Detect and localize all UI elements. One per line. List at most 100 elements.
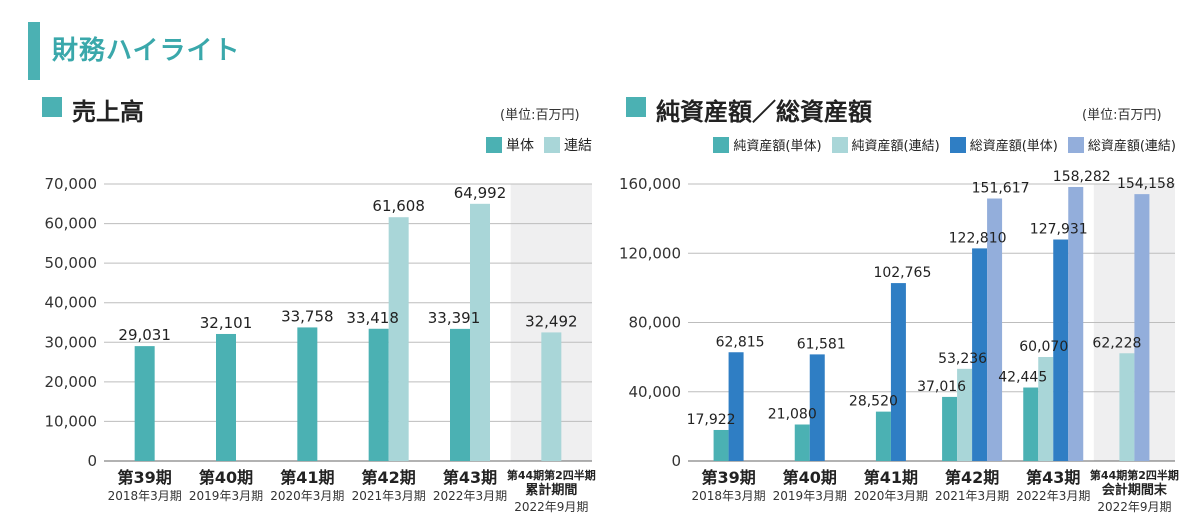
legend-item: 純資産額(連結) [831, 135, 940, 154]
data-label: 102,765 [873, 265, 931, 281]
category-sublabel: 2019年3月期 [773, 489, 847, 503]
legend-item: 総資産額(連結) [1067, 135, 1176, 154]
data-label: 21,080 [768, 407, 817, 423]
bar [1023, 387, 1039, 461]
category-sublabel: 2018年3月期 [691, 489, 765, 503]
legend-label: 連結 [564, 138, 592, 154]
y-tick-label: 10,000 [45, 412, 98, 430]
y-tick-label: 0 [87, 452, 97, 470]
y-tick-label: 50,000 [45, 254, 98, 272]
header-accent-bar [28, 22, 40, 80]
bar [809, 354, 825, 461]
category-sublabel: 2022年3月期 [433, 489, 507, 503]
data-label: 62,228 [1092, 335, 1141, 351]
legend-label: 純資産額(単体) [733, 139, 822, 154]
legend-swatch [544, 137, 560, 153]
data-label: 60,070 [1019, 339, 1068, 355]
bar [388, 217, 409, 461]
bar [942, 396, 958, 461]
data-label: 42,445 [998, 370, 1047, 386]
data-label: 127,931 [1030, 222, 1088, 238]
bar [890, 283, 906, 461]
y-tick-label: 0 [671, 452, 681, 470]
y-tick-label: 120,000 [619, 244, 681, 262]
assets-unit-label: (単位:百万円) [1082, 108, 1162, 123]
category-sublabel: 2020年3月期 [854, 489, 928, 503]
category-sublabel: 2022年9月期 [514, 500, 588, 514]
data-label: 28,520 [849, 394, 898, 410]
category-sublabel: 2019年3月期 [189, 489, 263, 503]
category-label: 第41期 [280, 468, 334, 487]
category-label: 第44期第2四半期 [1090, 468, 1179, 482]
legend-swatch [486, 137, 502, 153]
y-tick-label: 20,000 [45, 373, 98, 391]
category-label: 第43期 [1026, 468, 1080, 487]
data-label: 64,992 [454, 184, 507, 202]
bar [794, 424, 810, 461]
data-label: 37,016 [917, 379, 966, 395]
y-tick-label: 70,000 [45, 175, 98, 193]
bar [713, 429, 729, 461]
data-label: 33,418 [346, 309, 399, 327]
bar [541, 332, 562, 461]
y-tick-label: 60,000 [45, 215, 98, 233]
legend-swatch [1067, 136, 1084, 153]
category-label: 会計期間末 [1102, 482, 1168, 498]
y-tick-label: 40,000 [629, 383, 682, 401]
data-label: 151,617 [972, 181, 1030, 197]
category-label: 第40期 [199, 468, 253, 487]
data-label: 154,158 [1117, 176, 1175, 192]
bar [1053, 239, 1069, 461]
bar [368, 328, 389, 461]
legend-item: 連結 [544, 135, 592, 155]
legend-swatch [831, 136, 848, 153]
bar [728, 352, 744, 461]
data-label: 29,031 [118, 326, 171, 344]
legend-label: 純資産額(連結) [851, 139, 940, 154]
data-label: 158,282 [1053, 169, 1111, 185]
data-label: 17,922 [687, 412, 736, 428]
y-tick-label: 160,000 [619, 175, 681, 193]
category-label: 累計期間 [525, 482, 577, 498]
bar [1119, 353, 1135, 461]
bar [987, 198, 1003, 461]
data-label: 53,236 [938, 351, 987, 367]
bar [470, 203, 490, 461]
category-label: 第44期第2四半期 [507, 468, 596, 482]
legend-label: 総資産額(単体) [969, 139, 1058, 154]
category-sublabel: 2021年3月期 [935, 489, 1009, 503]
bar [875, 411, 891, 461]
bar [972, 248, 988, 461]
legend-label: 総資産額(連結) [1087, 139, 1176, 154]
data-label: 32,101 [200, 314, 253, 332]
data-label: 61,608 [372, 197, 425, 215]
bar [297, 327, 318, 461]
category-label: 第40期 [783, 468, 837, 487]
legend-item: 単体 [486, 135, 534, 155]
y-tick-label: 40,000 [45, 294, 98, 312]
data-label: 33,391 [428, 309, 481, 327]
category-label: 第41期 [864, 468, 918, 487]
data-label: 62,815 [716, 334, 765, 350]
sales-unit-label: (単位:百万円) [500, 108, 580, 123]
data-label: 122,810 [949, 230, 1007, 246]
bar [134, 346, 155, 461]
legend-swatch [949, 136, 966, 153]
category-label: 第42期 [362, 468, 416, 487]
legend-item: 総資産額(単体) [949, 135, 1058, 154]
category-sublabel: 2022年9月期 [1097, 500, 1171, 514]
bar [216, 333, 236, 461]
legend-label: 単体 [506, 138, 534, 154]
bar [1134, 194, 1150, 462]
data-label: 33,758 [281, 307, 334, 325]
category-label: 第39期 [701, 468, 755, 487]
assets-section-marker [626, 97, 646, 117]
assets-legend: 純資産額(単体) 純資産額(連結) 総資産額(単体) 総資産額(連結) [703, 135, 1176, 154]
category-label: 第39期 [118, 468, 172, 487]
assets-chart-title: 純資産額／総資産額 [656, 98, 872, 126]
category-label: 第42期 [945, 468, 999, 487]
legend-swatch [713, 136, 730, 153]
bar [1068, 186, 1084, 461]
y-tick-label: 80,000 [629, 314, 682, 332]
